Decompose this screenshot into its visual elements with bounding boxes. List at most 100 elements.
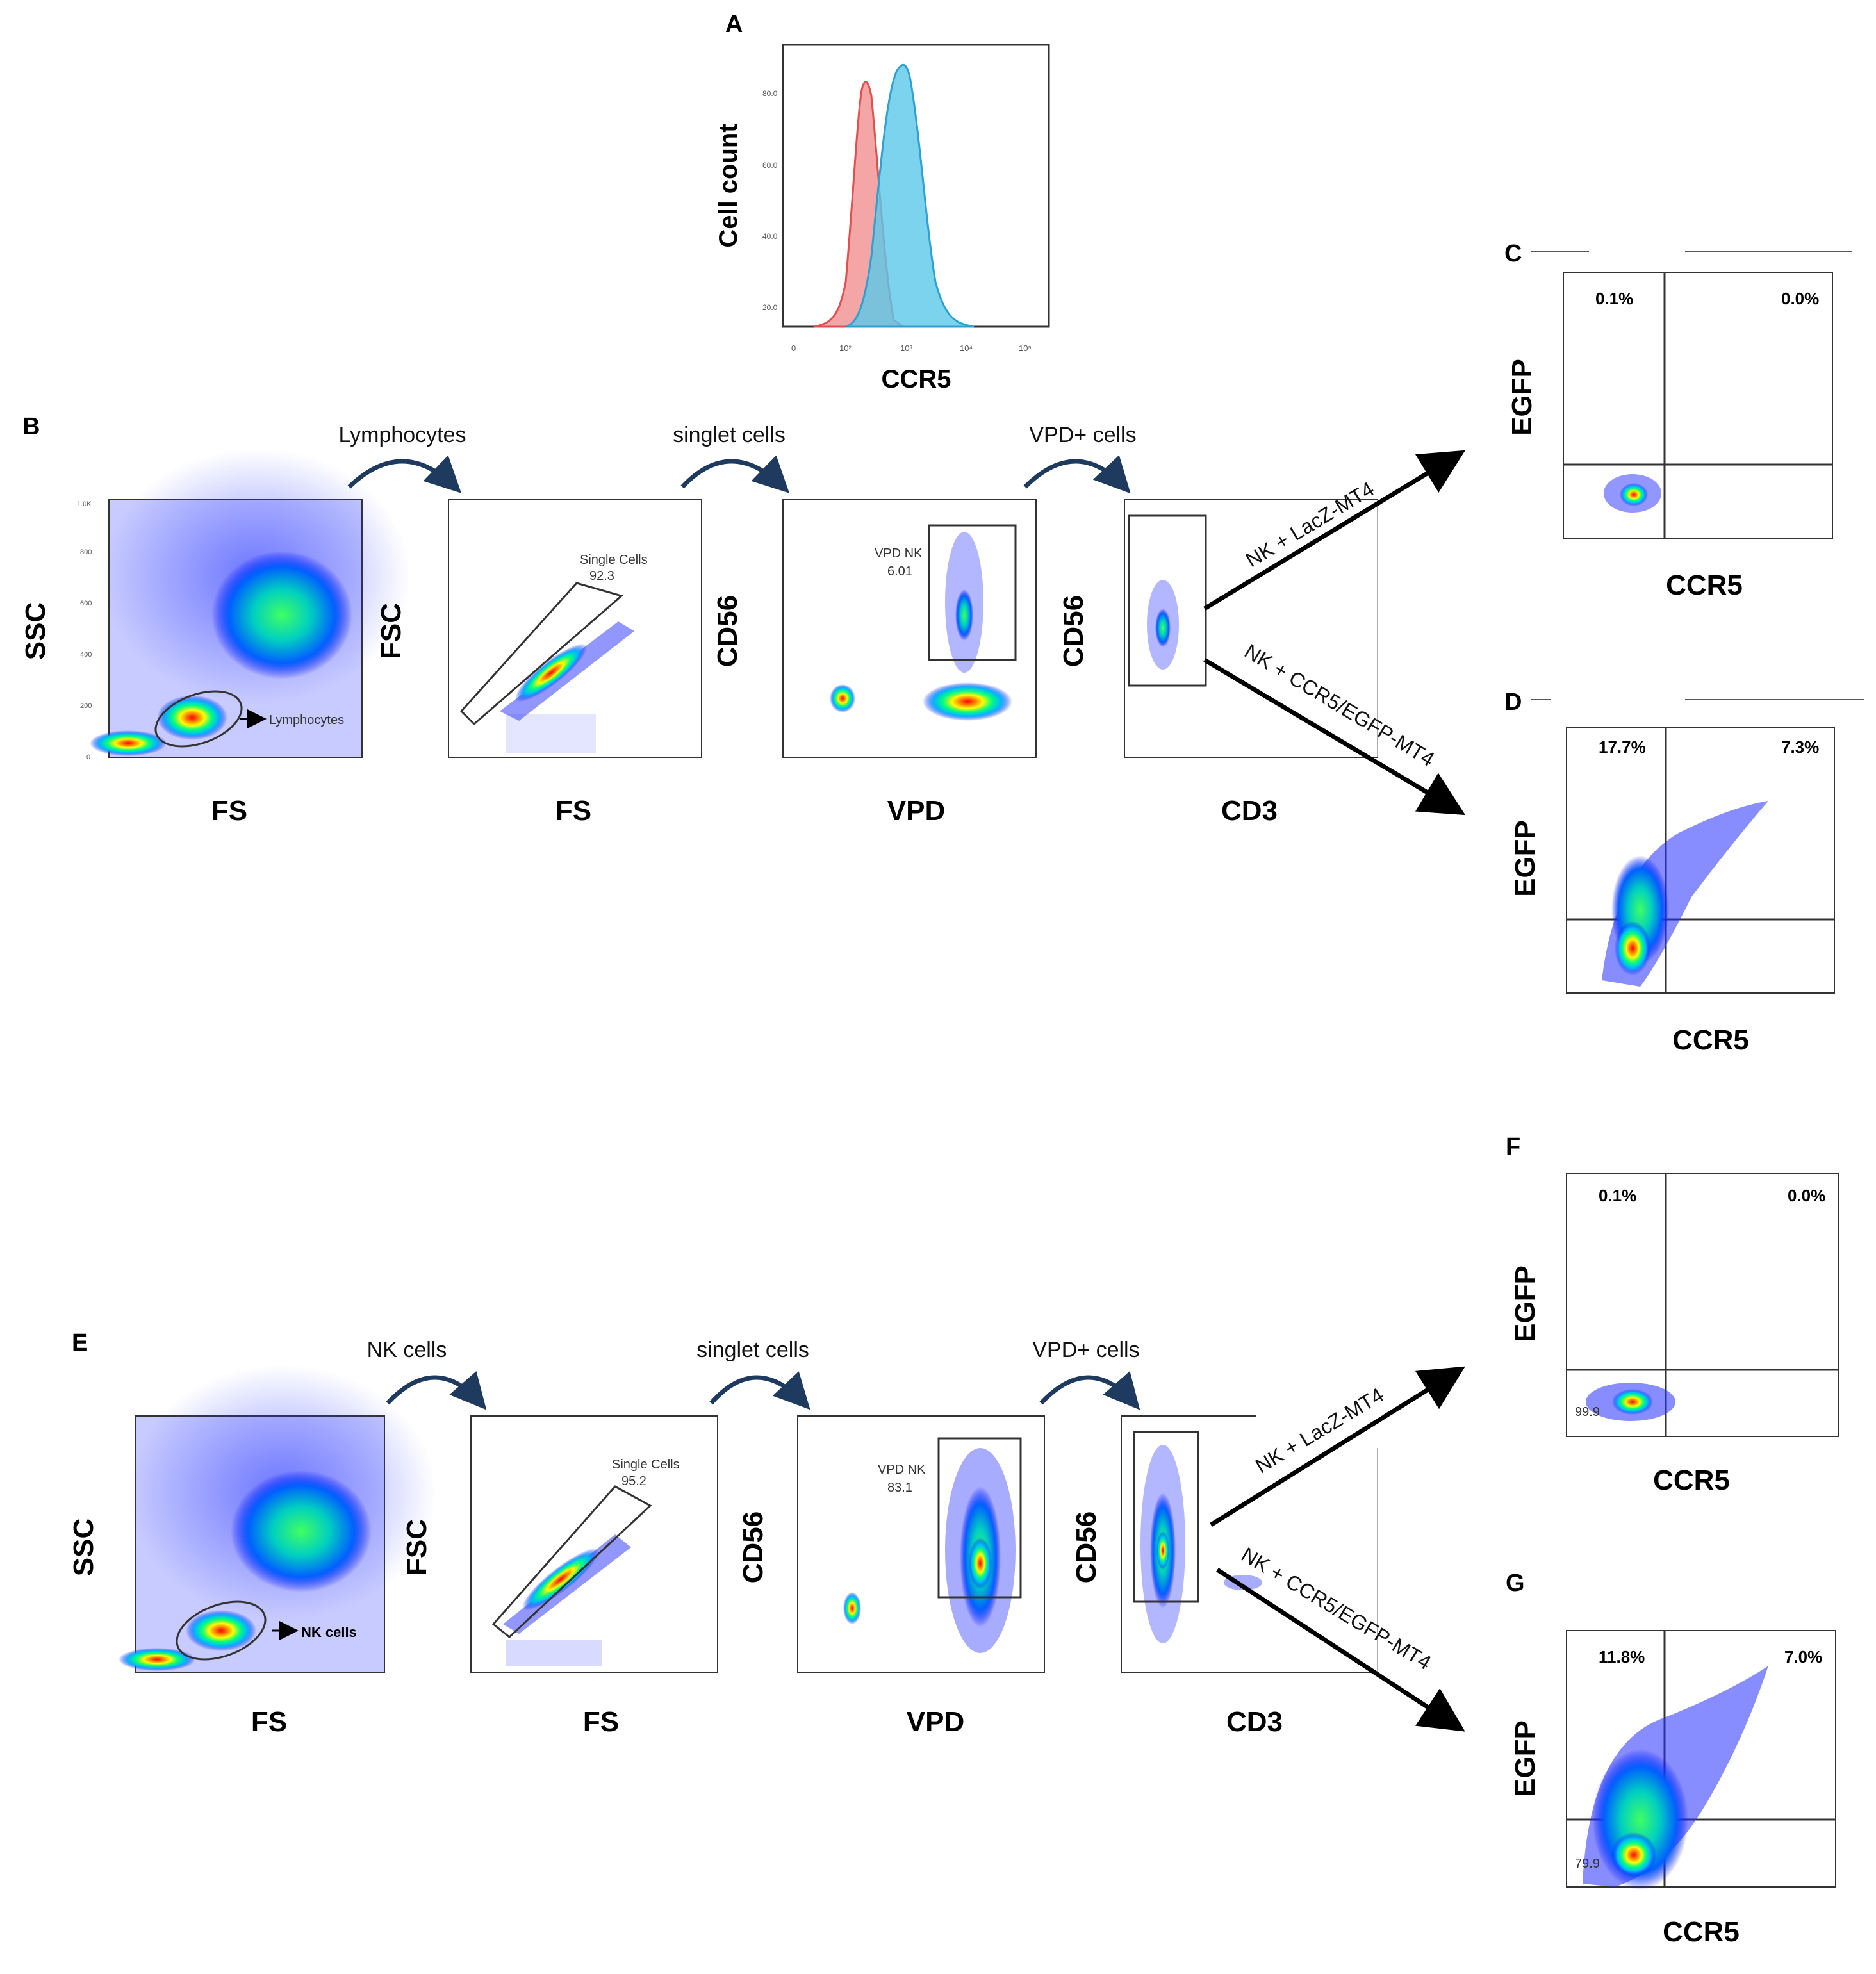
svg-text:1.0K: 1.0K [77,500,92,508]
svg-text:60.0: 60.0 [762,161,778,170]
b2-xlabel: FS [555,795,591,827]
step-arrow-3 [1023,455,1131,494]
e4-xlabel: CD3 [1226,1706,1283,1738]
f-ylabel: EGFP [1510,1265,1541,1342]
g-ur-pct: 7.0% [1784,1647,1822,1666]
arrow-label-e-ccr5: NK + CCR5/EGFP-MT4 [1237,1543,1435,1674]
step-label-singlet-e: singlet cells [696,1338,809,1362]
b3-xlabel: VPD [887,795,945,827]
svg-text:200: 200 [80,702,92,710]
b2-ylabel: FSC [375,603,407,659]
plot-d-quadrant: 17.7% 7.3% CCR5 EGFP [1510,727,1835,1056]
gate-value-vpdnk-e: 83.1 [887,1481,912,1495]
ccr5-histogram [845,63,975,328]
svg-text:0: 0 [86,753,90,761]
gate-value-vpdnk-b: 6.01 [887,564,912,579]
gate-cd56-cd3-e [1133,1431,1199,1603]
e3-xlabel: VPD [907,1706,964,1738]
step-arrow-2 [680,455,790,493]
plot-c-quadrant: 0.1% 0.0% CCR5 EGFP [1506,272,1833,601]
c-ylabel: EGFP [1506,359,1538,436]
c-xlabel: CCR5 [1666,570,1743,601]
gate-label-lymphocytes: Lymphocytes [269,713,344,727]
gate-label-single-e: Single Cells [612,1458,680,1472]
scale-ticks-b1: 0 200 400 600 800 1.0K [77,500,92,761]
panel-label-f: F [1506,1133,1520,1160]
step-label-nkcells: NK cells [367,1338,447,1362]
step-label-vpd-e: VPD+ cells [1032,1338,1139,1362]
plot-b3-cd56-vpd: VPD NK 6.01 VPD CD56 [712,499,1037,827]
g-ll-pct: 79.9 [1575,1857,1600,1871]
arrow-label-e-lacz: NK + LacZ-MT4 [1251,1383,1388,1478]
f-xlabel: CCR5 [1653,1465,1730,1496]
svg-text:0: 0 [791,343,796,353]
plot-e4-cd56-cd3: CD3 CD56 [1071,1415,1378,1738]
step-label-singlet: singlet cells [673,423,786,447]
panel-label-d: D [1504,689,1522,716]
gate-value-single-e: 95.2 [621,1474,646,1488]
panel-label-b: B [22,413,40,440]
hist-xticks: 0 10² 10³ 10⁴ 10⁵ [791,343,1032,353]
gate-value-single: 92.3 [589,569,614,583]
g-xlabel: CCR5 [1663,1916,1740,1948]
e1-ylabel: SSC [68,1518,99,1576]
gate-single-cells [459,582,624,726]
svg-text:600: 600 [80,600,92,607]
gate-label-single: Single Cells [580,553,648,567]
e2-xlabel: FS [583,1706,619,1738]
step-arrow-e2 [709,1371,810,1410]
gate-cd56-cd3-b [1128,514,1207,687]
svg-text:20.0: 20.0 [762,303,778,312]
plot-b2-fsc-fs: Single Cells 92.3 FS FSC [375,499,702,827]
panel-label-e: E [72,1329,88,1356]
hist-xlabel: CCR5 [882,365,951,393]
hist-yticks: 80.0 60.0 40.0 20.0 [762,89,778,312]
arrow-e-lacz [1210,1366,1465,1527]
svg-text:10²: 10² [839,343,852,353]
step-label-vpd: VPD+ cells [1029,423,1136,447]
arrow-b-lacz [1203,450,1465,611]
d-ylabel: EGFP [1510,820,1541,897]
svg-text:400: 400 [80,651,92,659]
arrow-e-ccr5 [1216,1568,1465,1732]
d-xlabel: CCR5 [1672,1024,1749,1056]
plot-f-quadrant: 0.1% 0.0% 99.9 CCR5 EGFP [1510,1173,1839,1496]
b4-xlabel: CD3 [1221,795,1278,827]
e4-ylabel: CD56 [1071,1511,1102,1584]
svg-text:80.0: 80.0 [762,89,778,98]
svg-text:800: 800 [80,548,92,556]
hist-ylabel: Cell count [714,124,743,247]
e3-ylabel: CD56 [737,1511,769,1584]
arrow-label-b-lacz: NK + LacZ-MT4 [1242,477,1378,572]
gate-label-vpdnk-e: VPD NK [878,1463,926,1477]
arrow-label-b-ccr5: NK + CCR5/EGFP-MT4 [1240,639,1438,771]
gate-single-cells-e [491,1485,652,1638]
panel-label-a: A [725,11,743,38]
d-ur-pct: 7.3% [1781,737,1819,757]
gate-label-vpdnk-b: VPD NK [875,547,923,561]
b3-ylabel: CD56 [712,595,743,668]
gate-vpd-nk [928,524,1017,661]
panel-label-g: G [1506,1570,1525,1597]
g-ylabel: EGFP [1510,1720,1541,1797]
step-label-lymphocytes: Lymphocytes [338,423,466,447]
gate-vpd-nk-e [937,1437,1022,1599]
gate-label-nkcells: NK cells [301,1624,357,1640]
d-ul-pct: 17.7% [1599,737,1646,757]
svg-text:10⁴: 10⁴ [960,343,973,353]
f-ul-pct: 0.1% [1599,1186,1636,1205]
plot-e2-fsc-fs: Single Cells 95.2 FS FSC [401,1415,718,1738]
step-arrow-1 [347,455,462,493]
c-ul-pct: 0.1% [1595,289,1633,308]
b4-ylabel: CD56 [1058,595,1089,668]
plot-e1-ssc-fs: NK cells FS SSC [68,1365,436,1738]
arrow-b-ccr5 [1203,657,1466,816]
panel-label-c: C [1504,240,1522,267]
gate-nk-cells [176,1600,267,1661]
histogram-plot: 80.0 60.0 40.0 20.0 0 10² 10³ 10⁴ 10⁵ CC… [714,44,1050,393]
plot-g-quadrant: 11.8% 7.0% 79.9 CCR5 EGFP [1510,1630,1836,1948]
e1-xlabel: FS [251,1706,287,1738]
svg-text:10³: 10³ [900,343,912,353]
c-ur-pct: 0.0% [1781,289,1819,308]
